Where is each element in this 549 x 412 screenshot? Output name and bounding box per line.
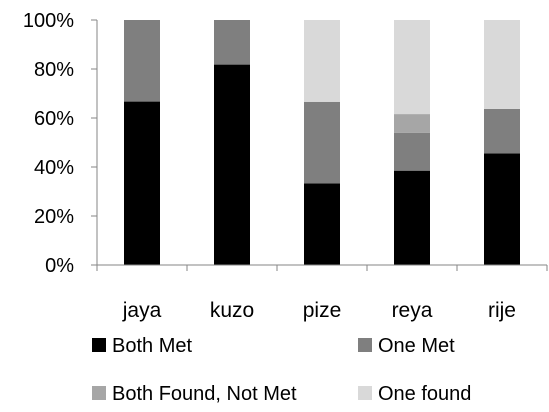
bar-pize-both-met: [304, 183, 340, 265]
legend-item-one-found: One found: [358, 383, 471, 405]
legend-label: One Met: [378, 335, 455, 357]
legend-label: Both Met: [112, 335, 192, 357]
legend-swatch: [358, 386, 372, 400]
bar-pize-one-met: [304, 101, 340, 184]
bars-layer: [124, 20, 520, 265]
bar-jaya-one-met: [124, 20, 160, 102]
bar-kuzo-one-met: [214, 20, 250, 65]
axes-layer: [91, 19, 548, 271]
legend-swatch: [358, 338, 372, 352]
legend: Both Met One Met Both Found, Not Met One fo…: [92, 335, 471, 405]
y-tick-label: 20%: [34, 206, 74, 228]
bar-kuzo-both-met: [214, 64, 250, 265]
y-tick-label: 60%: [34, 108, 74, 130]
x-category-label-pize: pize: [303, 299, 342, 322]
legend-label: Both Found, Not Met: [112, 383, 297, 405]
legend-item-both-found-not-met: Both Found, Not Met: [92, 383, 297, 405]
bar-reya-both-met: [394, 170, 430, 265]
legend-label: One found: [378, 383, 471, 405]
legend-swatch: [92, 338, 106, 352]
x-category-label-kuzo: kuzo: [210, 299, 254, 322]
bar-rije-one-met: [484, 108, 520, 154]
bar-jaya-both-met: [124, 101, 160, 265]
y-tick-label: 80%: [34, 59, 74, 81]
x-category-label-jaya: jaya: [122, 299, 162, 322]
bar-rije-both-met: [484, 153, 520, 265]
legend-swatch: [92, 386, 106, 400]
y-tick-label: 40%: [34, 157, 74, 179]
y-tick-label: 100%: [23, 10, 74, 32]
x-category-label-reya: reya: [392, 299, 433, 322]
legend-item-one-met: One Met: [358, 335, 455, 357]
y-tick-label: 0%: [45, 255, 74, 277]
y-tick-labels: 0% 20% 40% 60% 80% 100%: [23, 10, 74, 277]
bar-reya-both-found-not-met: [394, 114, 430, 133]
bar-reya-one-met: [394, 132, 430, 171]
bar-reya-one-found: [394, 20, 430, 115]
legend-item-both-met: Both Met: [92, 335, 192, 357]
x-category-labels: jaya kuzo pize reya rije: [122, 299, 516, 322]
x-category-label-rije: rije: [488, 299, 516, 322]
bar-pize-one-found: [304, 20, 340, 102]
bar-rije-one-found: [484, 20, 520, 109]
